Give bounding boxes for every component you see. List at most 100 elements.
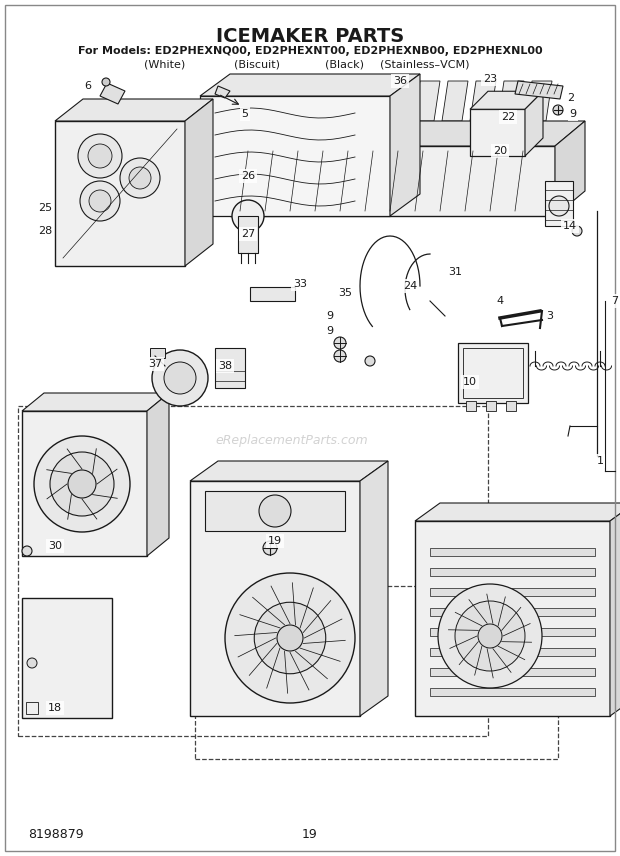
Polygon shape <box>185 99 213 266</box>
Bar <box>463 348 523 398</box>
Circle shape <box>225 573 355 703</box>
Circle shape <box>254 603 326 674</box>
Circle shape <box>50 452 114 516</box>
Circle shape <box>549 196 569 216</box>
Polygon shape <box>147 393 169 556</box>
Bar <box>545 181 573 226</box>
Polygon shape <box>415 521 610 716</box>
Circle shape <box>89 190 111 212</box>
Circle shape <box>438 584 542 688</box>
Circle shape <box>88 144 112 168</box>
Circle shape <box>232 200 264 232</box>
Text: eReplacementParts.com: eReplacementParts.com <box>215 434 368 448</box>
Bar <box>22 598 112 718</box>
Bar <box>238 216 258 253</box>
Text: 28: 28 <box>38 226 52 236</box>
Text: 6: 6 <box>84 81 92 91</box>
Circle shape <box>334 350 346 362</box>
Bar <box>470 110 525 156</box>
Polygon shape <box>555 121 585 216</box>
Text: 22: 22 <box>501 112 515 122</box>
Text: For Models: ED2PHEXNQ00, ED2PHEXNT00, ED2PHEXNB00, ED2PHEXNL00: For Models: ED2PHEXNQ00, ED2PHEXNT00, ED… <box>78 46 542 56</box>
Polygon shape <box>515 81 563 99</box>
Circle shape <box>259 495 291 527</box>
Polygon shape <box>215 86 230 98</box>
Circle shape <box>277 625 303 651</box>
Circle shape <box>68 470 96 498</box>
Bar <box>430 568 595 576</box>
Circle shape <box>129 167 151 189</box>
Text: 38: 38 <box>218 361 232 371</box>
Circle shape <box>102 78 110 86</box>
Circle shape <box>455 601 525 671</box>
Bar <box>430 608 595 616</box>
Text: 4: 4 <box>497 296 503 306</box>
Bar <box>150 348 165 358</box>
Text: 9: 9 <box>327 311 334 321</box>
Bar <box>430 668 595 676</box>
Bar <box>506 401 516 411</box>
Polygon shape <box>100 83 125 104</box>
Polygon shape <box>22 411 147 556</box>
Text: 20: 20 <box>493 146 507 156</box>
Circle shape <box>263 541 277 555</box>
Text: 3: 3 <box>546 311 554 321</box>
Polygon shape <box>390 74 420 216</box>
Text: 35: 35 <box>338 288 352 298</box>
Bar <box>486 401 496 411</box>
Text: 36: 36 <box>393 76 407 86</box>
Text: ICEMAKER PARTS: ICEMAKER PARTS <box>216 27 404 45</box>
Polygon shape <box>55 121 185 266</box>
Text: 8198879: 8198879 <box>28 828 84 841</box>
Text: 10: 10 <box>463 377 477 387</box>
Text: 19: 19 <box>268 536 282 546</box>
Text: 1: 1 <box>596 456 603 466</box>
Polygon shape <box>358 81 384 121</box>
Polygon shape <box>386 81 412 121</box>
Bar <box>430 648 595 656</box>
Polygon shape <box>610 503 620 716</box>
Bar <box>250 287 295 301</box>
Text: 27: 27 <box>241 229 255 239</box>
Polygon shape <box>470 81 496 121</box>
Bar <box>430 688 595 696</box>
Text: (White): (White) <box>144 59 185 69</box>
Polygon shape <box>302 81 328 121</box>
Text: (Black): (Black) <box>325 59 363 69</box>
Bar <box>430 588 595 596</box>
Bar <box>215 348 245 388</box>
Circle shape <box>572 226 582 236</box>
Circle shape <box>34 436 130 532</box>
Polygon shape <box>498 81 524 121</box>
Circle shape <box>152 350 208 406</box>
Polygon shape <box>22 393 169 411</box>
Polygon shape <box>470 92 543 110</box>
Bar <box>26 702 38 714</box>
Text: 24: 24 <box>403 281 417 291</box>
Text: 2: 2 <box>567 93 575 103</box>
Text: 9: 9 <box>327 326 334 336</box>
Text: 37: 37 <box>148 359 162 369</box>
Polygon shape <box>190 461 388 481</box>
Text: 25: 25 <box>38 203 52 213</box>
Circle shape <box>164 362 196 394</box>
Polygon shape <box>55 99 213 121</box>
Bar <box>430 628 595 636</box>
Text: (Biscuit): (Biscuit) <box>234 59 280 69</box>
Text: 7: 7 <box>611 296 619 306</box>
Text: 33: 33 <box>293 279 307 289</box>
Circle shape <box>80 181 120 221</box>
Polygon shape <box>230 121 585 146</box>
Polygon shape <box>415 503 620 521</box>
Text: 31: 31 <box>448 267 462 277</box>
Polygon shape <box>274 81 300 121</box>
Polygon shape <box>442 81 468 121</box>
Polygon shape <box>200 96 390 216</box>
Polygon shape <box>190 481 360 716</box>
Circle shape <box>478 624 502 648</box>
Polygon shape <box>526 81 552 121</box>
Text: 23: 23 <box>483 74 497 84</box>
Text: 26: 26 <box>241 171 255 181</box>
Circle shape <box>27 658 37 668</box>
Circle shape <box>120 158 160 198</box>
